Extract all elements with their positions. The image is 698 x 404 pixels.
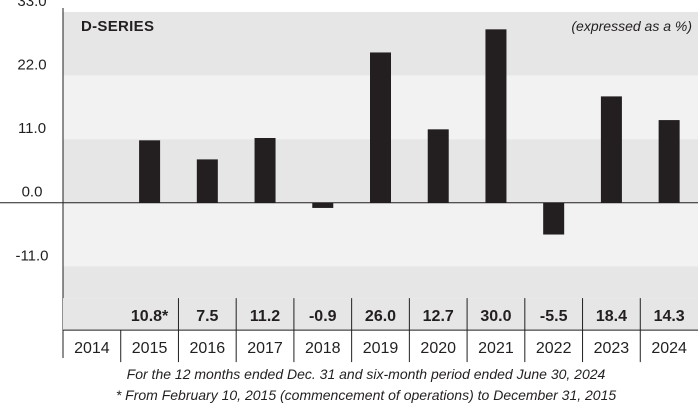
value-label: 10.8* bbox=[131, 308, 169, 325]
y-tick-label: 0.0 bbox=[22, 184, 43, 201]
year-label: 2015 bbox=[132, 340, 168, 357]
bar-2019 bbox=[370, 52, 391, 203]
value-label: 7.5 bbox=[196, 308, 218, 325]
y-tick-label: -11.0 bbox=[15, 247, 48, 264]
value-label: 30.0 bbox=[480, 308, 511, 325]
bar-2020 bbox=[427, 129, 449, 203]
value-label: 12.7 bbox=[423, 308, 454, 325]
value-label: 26.0 bbox=[365, 308, 396, 325]
value-label: -5.5 bbox=[540, 308, 568, 325]
background-band bbox=[63, 266, 698, 299]
value-row-band bbox=[63, 298, 698, 331]
value-label: -0.9 bbox=[309, 308, 337, 325]
y-tick-label: 11.0 bbox=[18, 120, 46, 137]
unit-note: (expressed as a %) bbox=[571, 18, 692, 34]
footnote-period: For the 12 months ended Dec. 31 and six-… bbox=[127, 366, 606, 382]
year-label: 2016 bbox=[190, 340, 226, 357]
year-label: 2024 bbox=[651, 340, 687, 357]
bars bbox=[139, 29, 680, 235]
bar-2017 bbox=[254, 138, 276, 203]
bar-2023 bbox=[600, 96, 622, 203]
year-label: 2022 bbox=[536, 340, 572, 357]
year-label: 2018 bbox=[305, 340, 341, 357]
year-label: 2019 bbox=[363, 340, 399, 357]
chart-title: D-SERIES bbox=[81, 18, 154, 35]
y-axis-ticks: 33.0 22.0 11.0 0.0 -11.0 bbox=[15, 0, 48, 264]
bar-2016 bbox=[196, 159, 218, 203]
bar-2015 bbox=[139, 140, 161, 203]
y-tick-label: 33.0 bbox=[17, 0, 46, 10]
bar-2018 bbox=[312, 202, 334, 208]
year-label: 2023 bbox=[594, 340, 630, 357]
year-label: 2017 bbox=[247, 340, 283, 357]
y-tick-label: 22.0 bbox=[17, 57, 46, 74]
bar-2021 bbox=[485, 29, 507, 203]
bar-2024 bbox=[658, 120, 680, 203]
footnote-inception: * From February 10, 2015 (commencement o… bbox=[116, 387, 617, 403]
value-label: 14.3 bbox=[654, 308, 685, 325]
value-label: 11.2 bbox=[250, 308, 280, 325]
bar-2022 bbox=[543, 202, 565, 235]
background-band bbox=[63, 202, 698, 267]
value-table: 2014 10.8* 2015 7.5 2016 11.2 2017 -0.9 2018 26.0… bbox=[63, 298, 698, 363]
year-label: 2020 bbox=[420, 340, 456, 357]
year-label: 2021 bbox=[478, 340, 514, 357]
year-label: 2014 bbox=[74, 340, 110, 357]
value-label: 18.4 bbox=[596, 308, 627, 325]
